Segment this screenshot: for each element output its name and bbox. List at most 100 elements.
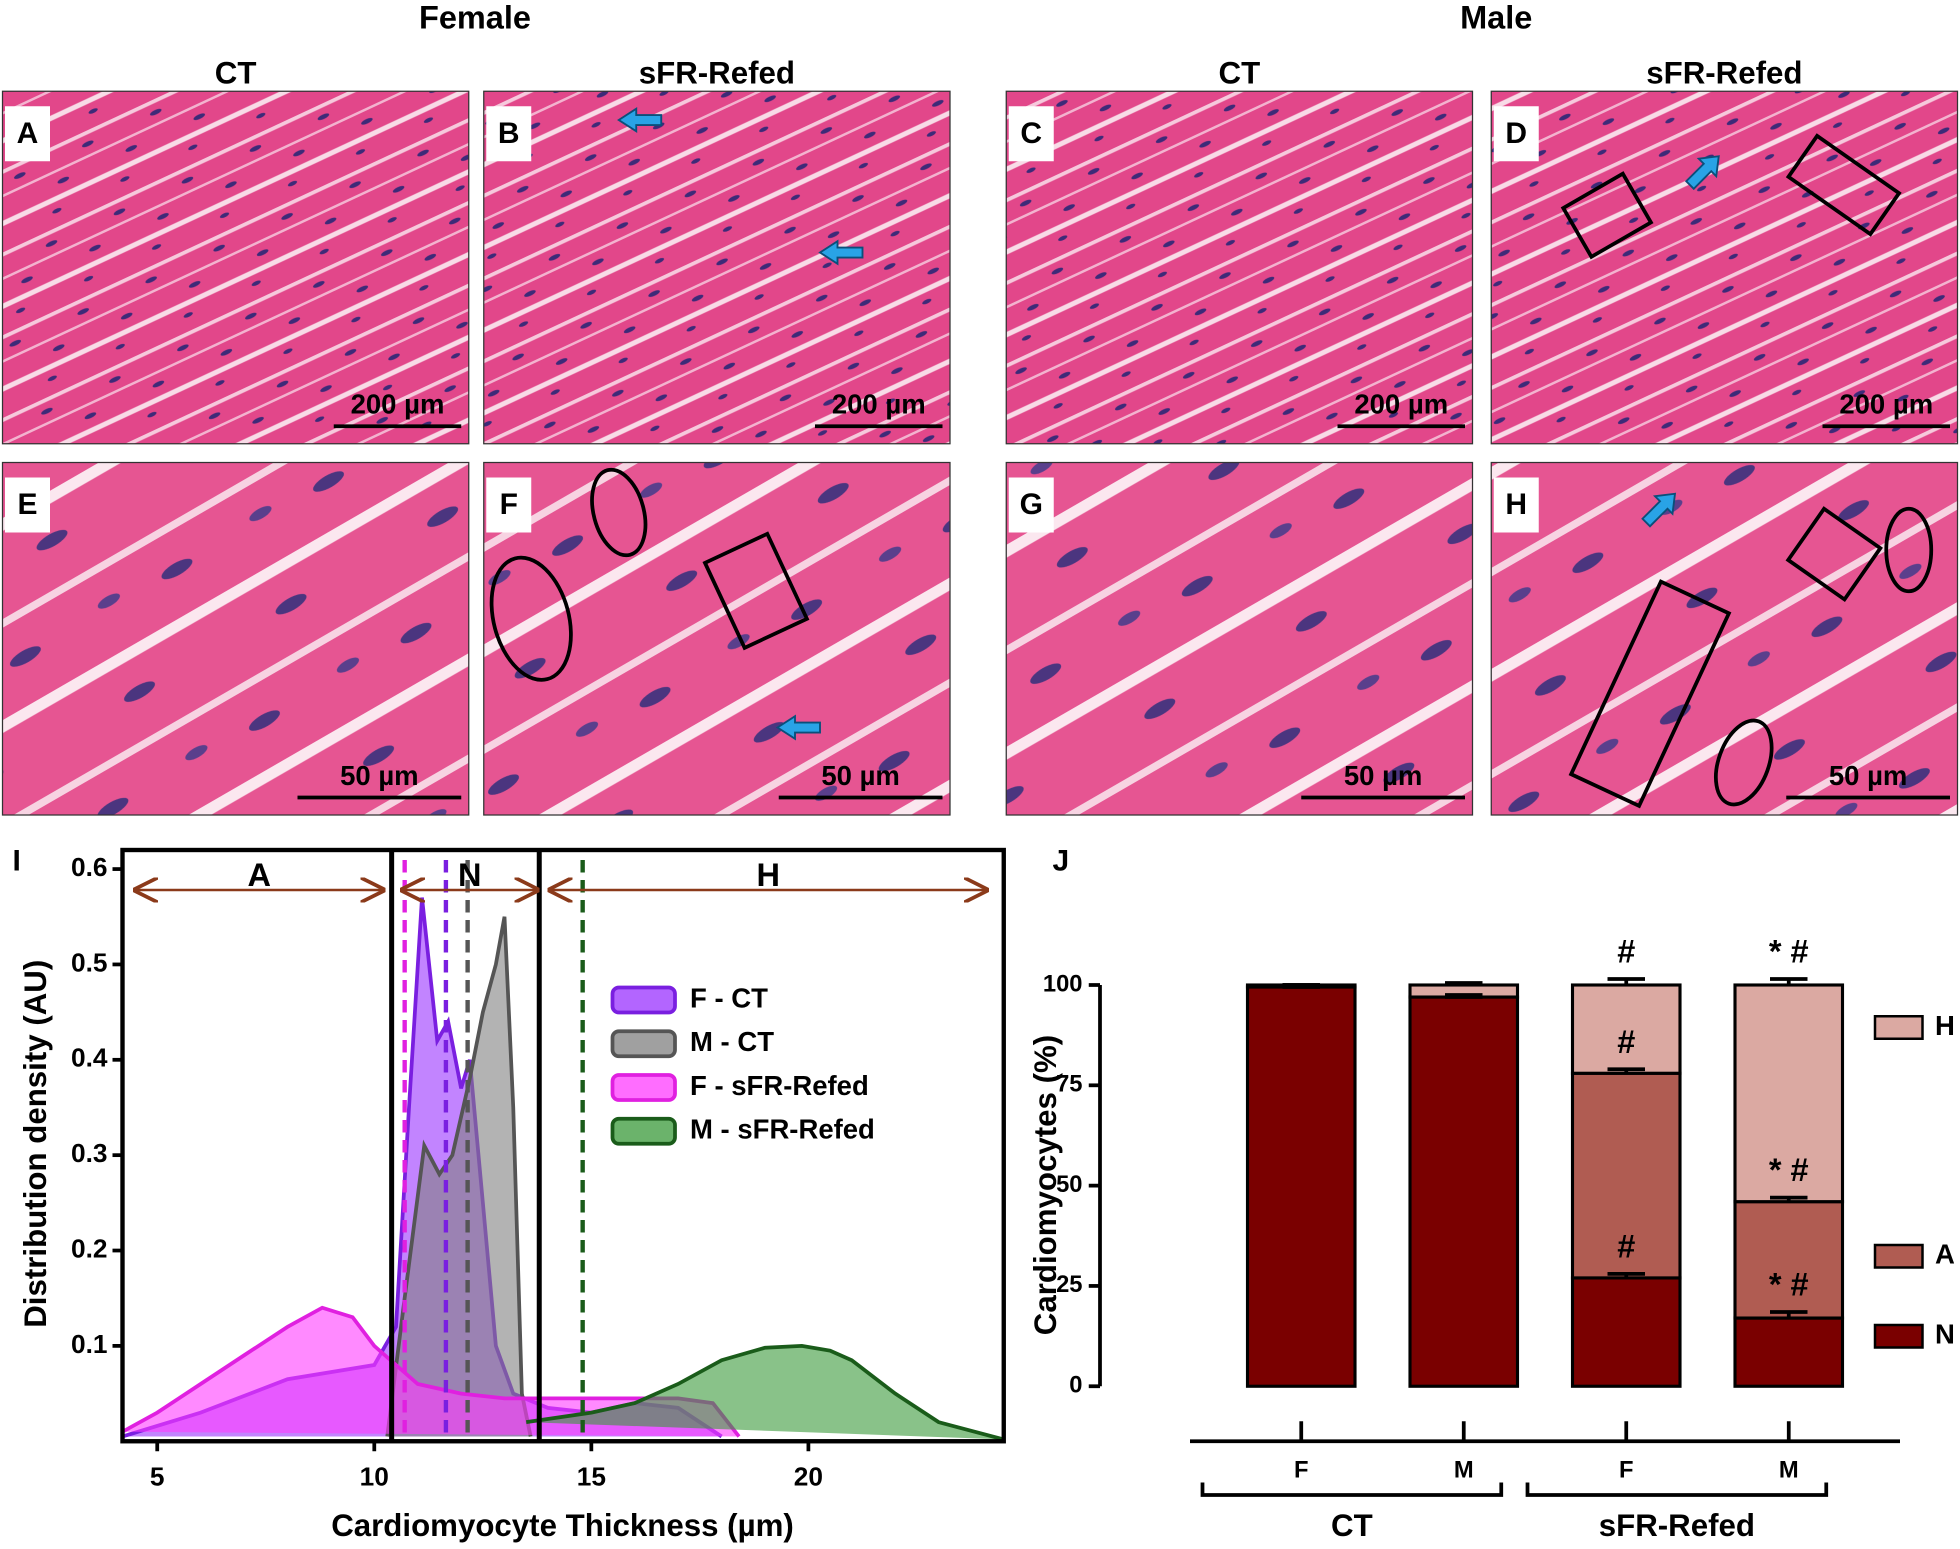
error-bar [1607, 1067, 1645, 1074]
panel-label: D [1505, 117, 1527, 150]
group-header: Male [1460, 0, 1532, 36]
x-tick-label: 15 [577, 1462, 606, 1492]
legend-swatch [1873, 1323, 1924, 1349]
group-header: Female [419, 0, 531, 36]
x-tick-label: F [1619, 1457, 1634, 1484]
error-bar [1607, 977, 1645, 986]
y-axis-label: Cardiomyocytes (%) [1028, 1035, 1063, 1335]
legend-label: N [1935, 1319, 1955, 1350]
scale-bar-label: 200 µm [1354, 389, 1448, 420]
micrograph [1, 461, 470, 816]
bar-segment [1570, 1276, 1682, 1388]
legend-swatch [1873, 1015, 1924, 1041]
group-bracket [1200, 1482, 1504, 1497]
y-tick-label: 0 [1069, 1372, 1082, 1399]
panel-label-box [486, 106, 532, 162]
micrograph [483, 461, 951, 816]
bar-segment [1408, 995, 1520, 1388]
column-header: sFR-Refed [1646, 55, 1802, 90]
y-tick-label: 0.1 [71, 1329, 108, 1359]
legend-swatch [1873, 1243, 1924, 1269]
scale-bar-label: 200 µm [351, 389, 445, 420]
legend-swatch [610, 1073, 677, 1102]
scale-bar-label: 50 µm [1829, 760, 1908, 791]
arrow [818, 239, 864, 266]
panel-label: A [17, 117, 39, 150]
error-bar [1445, 981, 1483, 986]
region-label: N [458, 857, 481, 893]
y-tick-label: 50 [1056, 1171, 1082, 1198]
x-tick-label: M [1454, 1457, 1474, 1484]
legend-label: M - CT [690, 1026, 774, 1057]
annotations [489, 133, 1934, 809]
x-tick-label: 20 [794, 1462, 823, 1492]
y-tick-label: 25 [1056, 1271, 1082, 1298]
panel-label: J [1053, 844, 1070, 877]
box-mark [1560, 171, 1654, 260]
column-header: sFR-Refed [639, 55, 795, 90]
y-tick-label: 0.6 [71, 852, 108, 882]
x-tick-label: F [1294, 1457, 1309, 1484]
box-mark [1785, 506, 1883, 603]
significance-mark: # [1617, 934, 1635, 970]
panel-label: E [17, 488, 37, 521]
scale-bar-label: 50 µm [821, 760, 900, 791]
error-bar [1770, 1310, 1808, 1319]
panel-label-box [1008, 106, 1054, 162]
micrograph [1490, 461, 1959, 816]
group-label: CT [1331, 1508, 1373, 1543]
group-bracket [1525, 1482, 1829, 1497]
column-header: CT [215, 55, 257, 90]
panel-label-box [5, 477, 50, 533]
arrows [617, 107, 1720, 741]
panel-label: F [500, 488, 518, 521]
x-tick-label: M [1779, 1457, 1799, 1484]
panel-label-box [486, 477, 532, 533]
legend-label: H [1935, 1010, 1955, 1041]
significance-mark: * # [1769, 1152, 1809, 1188]
panel-label: I [13, 844, 21, 877]
legend-label: M - sFR-Refed [690, 1114, 875, 1145]
ellipse-mark [590, 467, 648, 558]
significance-mark: # [1617, 1228, 1635, 1264]
legend-swatch [610, 985, 677, 1015]
scale-bar-label: 50 µm [1344, 760, 1423, 791]
panel-label-box [1493, 477, 1539, 533]
micrograph [1490, 90, 1959, 445]
arrow [1641, 492, 1677, 528]
legend-swatch [610, 1116, 677, 1146]
scale-bar-label: 200 µm [832, 389, 926, 420]
arrow [775, 714, 821, 741]
legend-swatch [610, 1029, 677, 1059]
panel-label-box [5, 106, 50, 162]
scale-bar-label: 50 µm [340, 760, 419, 791]
y-axis-label: Distribution density (AU) [18, 960, 53, 1328]
y-tick-label: 75 [1056, 1071, 1082, 1098]
y-tick-label: 0.2 [71, 1233, 108, 1263]
y-tick-label: 0.3 [71, 1138, 108, 1168]
plot-frame [120, 847, 1006, 1444]
y-tick-label: 100 [1043, 970, 1083, 997]
significance-mark: * # [1769, 934, 1809, 970]
x-axis-label: Cardiomyocyte Thickness (µm) [331, 1508, 794, 1543]
box-mark [1568, 579, 1732, 809]
legend-label: F - sFR-Refed [690, 1070, 869, 1101]
bar-segment [1245, 985, 1357, 1388]
panel-label-box [1493, 106, 1539, 162]
panel-label-box [1008, 477, 1054, 533]
micrograph [1005, 90, 1474, 445]
arrow [1684, 155, 1720, 191]
y-tick-label: 0.4 [71, 1043, 108, 1073]
micrograph [1005, 461, 1474, 816]
panel-label: G [1020, 488, 1043, 521]
significance-mark: * # [1769, 1267, 1809, 1303]
ellipse-mark [1714, 718, 1774, 807]
box-mark [702, 531, 810, 651]
region-label: A [248, 857, 271, 893]
legend-label: A [1935, 1239, 1955, 1270]
ellipse-mark [1884, 506, 1934, 594]
significance-mark: # [1617, 1024, 1635, 1060]
density-curve [385, 916, 533, 1437]
y-tick-label: 0.5 [71, 947, 108, 977]
